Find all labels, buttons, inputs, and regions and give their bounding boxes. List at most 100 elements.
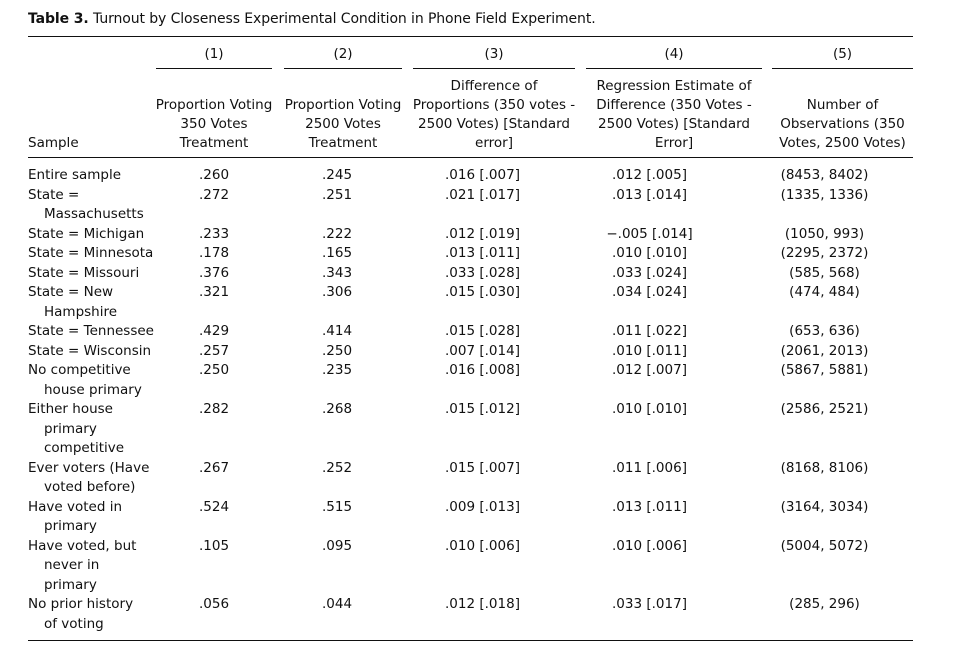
- cell-c5: (2586, 2521): [780, 401, 869, 417]
- cell-c3: .015 [.007]: [445, 459, 520, 476]
- cell-c1: .272: [198, 186, 230, 203]
- table-row: No prior history of voting .056 .044 .012 [.…: [28, 595, 913, 634]
- column-rule-3: [413, 68, 575, 69]
- table-row: State = Wisconsin .257 .250 .007 [.014] .010…: [28, 342, 913, 362]
- cell-c3: .033 [.028]: [445, 264, 520, 281]
- cell-c5: (5004, 5072): [780, 537, 869, 554]
- cell-c3: .013 [.011]: [445, 245, 520, 261]
- cell-c2: .343: [321, 264, 353, 281]
- cell-c4: .013 [.014]: [612, 186, 687, 203]
- cell-c5: (2061, 2013): [780, 342, 869, 359]
- cell-c2: .044: [321, 596, 353, 612]
- column-number-4: (4): [664, 46, 684, 62]
- cell-c4: .010 [.010]: [612, 401, 687, 417]
- cell-c3: .012 [.019]: [445, 225, 520, 242]
- cell-c3: .015 [.030]: [445, 284, 520, 300]
- cell-c4: .010 [.011]: [612, 342, 687, 359]
- column-number-1: (1): [204, 46, 224, 62]
- cell-c3: .010 [.006]: [445, 537, 520, 554]
- cell-c2: .251: [321, 186, 353, 203]
- cell-c3: .021 [.017]: [445, 186, 520, 203]
- column-header-2: Proportion Voting 2500 Votes Treatment: [284, 97, 402, 151]
- cell-c2: .165: [321, 245, 353, 261]
- table-row: Either house primary competitive .282 .268 .0…: [28, 400, 913, 459]
- table-row: Entire sample .260 .245 .016 [.007] .012 [.0…: [28, 166, 913, 186]
- bottom-rule: [28, 640, 913, 641]
- cell-c2: .222: [321, 225, 353, 242]
- cell-c3: .016 [.008]: [445, 362, 520, 378]
- column-number-2: (2): [333, 46, 353, 62]
- cell-c1: .524: [198, 498, 230, 515]
- row-label: Ever voters (Have voted before): [28, 459, 150, 496]
- cell-c5: (1335, 1336): [780, 186, 869, 203]
- cell-c4: .013 [.011]: [612, 498, 687, 515]
- row-label: State = Tennessee: [28, 323, 154, 339]
- row-label: State = Minnesota: [28, 245, 154, 261]
- cell-c3: .012 [.018]: [445, 596, 520, 612]
- table-row: Have voted in primary .524 .515 .009 [.013].…: [28, 498, 913, 537]
- table-row: State = Tennessee .429 .414 .015 [.028] .011…: [28, 322, 913, 342]
- cell-c4: .011 [.006]: [612, 459, 687, 476]
- row-label: Have voted, but never in primary: [28, 537, 137, 593]
- column-rule-5: [772, 68, 913, 69]
- row-label: Have voted in primary: [28, 498, 123, 535]
- cell-c1: .105: [198, 537, 230, 554]
- cell-c5: (585, 568): [789, 264, 860, 281]
- cell-c2: .414: [321, 323, 353, 339]
- cell-c5: (3164, 3034): [780, 498, 869, 515]
- row-label: State = Wisconsin: [28, 342, 152, 359]
- cell-c2: .250: [321, 342, 353, 359]
- row-label: Entire sample: [28, 167, 122, 183]
- table-caption: Table 3. Turnout by Closeness Experiment…: [28, 11, 596, 27]
- cell-c4: .012 [.007]: [612, 362, 687, 378]
- column-header-3: Difference of Proportions (350 votes - 2…: [412, 78, 576, 151]
- row-label: Either house primary competitive: [28, 401, 125, 456]
- cell-c5: (8453, 8402): [780, 167, 869, 183]
- cell-c1: .250: [198, 362, 230, 378]
- cell-c1: .376: [198, 264, 230, 281]
- cell-c2: .515: [321, 498, 353, 515]
- row-label: No competitive house primary: [28, 362, 142, 398]
- cell-c4: .033 [.024]: [612, 264, 687, 281]
- column-header-5: Number of Observations (350 Votes, 2500 …: [779, 97, 906, 151]
- table-row: State = Massachusetts .272 .251 .021 [.017].…: [28, 186, 913, 225]
- cell-c1: .260: [198, 167, 230, 183]
- cell-c5: (474, 484): [789, 284, 860, 300]
- cell-c1: .267: [198, 459, 230, 476]
- column-rule-2: [284, 68, 402, 69]
- top-rule: [28, 36, 913, 37]
- cell-c1: .282: [198, 401, 230, 417]
- cell-c4: .011 [.022]: [612, 323, 687, 339]
- cell-c2: .235: [321, 362, 353, 378]
- table-row: Have voted, but never in primary .105 .095 .0…: [28, 537, 913, 596]
- cell-c5: (8168, 8106): [780, 459, 869, 476]
- cell-c2: .268: [321, 401, 353, 417]
- column-rule-1: [156, 68, 272, 69]
- cell-c4: .010 [.006]: [612, 537, 687, 554]
- cell-c1: .233: [198, 225, 230, 242]
- cell-c3: .015 [.028]: [445, 323, 520, 339]
- cell-c1: .257: [198, 342, 230, 359]
- row-label: State = Missouri: [28, 264, 140, 281]
- cell-c4: .010 [.010]: [612, 245, 687, 261]
- table-row: No competitive house primary .250 .235 .016 …: [28, 361, 913, 400]
- column-header-4: Regression Estimate of Difference (350 V…: [596, 78, 752, 151]
- cell-c3: .016 [.007]: [445, 167, 520, 183]
- cell-c2: .306: [321, 284, 353, 300]
- cell-c1: .056: [198, 596, 230, 612]
- column-number-5: (5): [832, 46, 853, 62]
- column-number-3: (3): [484, 46, 504, 62]
- column-rule-4: [586, 68, 762, 69]
- cell-c3: .015 [.012]: [445, 401, 520, 417]
- cell-c3: .009 [.013]: [445, 498, 520, 515]
- cell-c4: .033 [.017]: [612, 596, 687, 612]
- cell-c5: (653, 636): [789, 323, 860, 339]
- table-body: Entire sample .260 .245 .016 [.007] .012 [.0…: [28, 166, 913, 634]
- cell-c2: .245: [321, 167, 353, 183]
- table-row: State = New Hampshire .321 .306 .015 [.030].…: [28, 283, 913, 322]
- cell-c1: .321: [198, 284, 230, 300]
- table-caption-label: Table 3.: [28, 11, 89, 27]
- cell-c2: .252: [321, 459, 353, 476]
- table-row: Ever voters (Have voted before) .267 .252 .0…: [28, 459, 913, 498]
- row-label: No prior history of voting: [28, 596, 134, 632]
